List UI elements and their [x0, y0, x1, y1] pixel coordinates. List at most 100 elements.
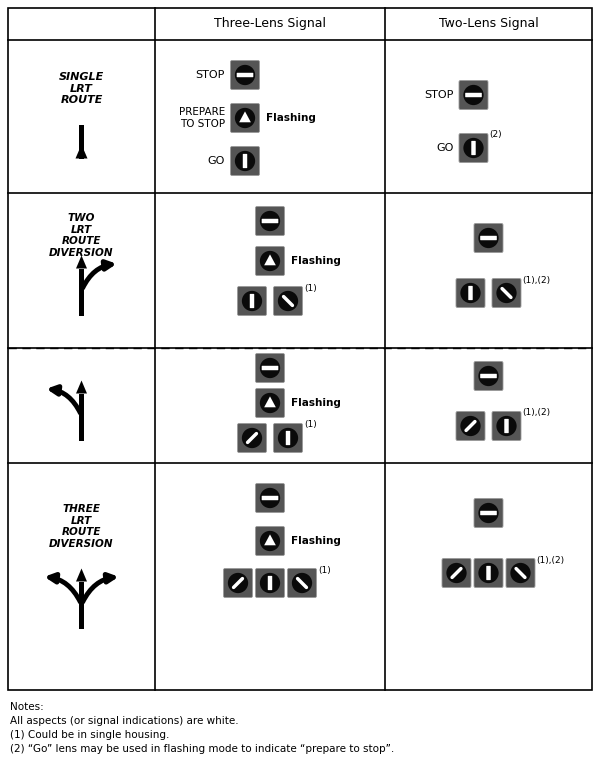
Polygon shape — [76, 145, 88, 158]
Circle shape — [278, 291, 298, 311]
FancyBboxPatch shape — [262, 496, 278, 500]
FancyBboxPatch shape — [256, 354, 284, 382]
Polygon shape — [76, 569, 87, 581]
Text: (1): (1) — [304, 284, 317, 292]
FancyBboxPatch shape — [459, 133, 488, 163]
FancyBboxPatch shape — [262, 366, 278, 370]
Circle shape — [496, 416, 517, 436]
FancyBboxPatch shape — [492, 412, 521, 441]
Circle shape — [260, 531, 280, 551]
FancyBboxPatch shape — [474, 362, 503, 391]
FancyBboxPatch shape — [492, 279, 521, 307]
Text: Flashing: Flashing — [266, 113, 316, 123]
Text: (2) “Go” lens may be used in flashing mode to indicate “prepare to stop”.: (2) “Go” lens may be used in flashing mo… — [10, 744, 394, 754]
FancyBboxPatch shape — [459, 80, 488, 110]
FancyBboxPatch shape — [274, 423, 302, 453]
FancyBboxPatch shape — [442, 559, 471, 587]
Polygon shape — [264, 254, 276, 265]
Circle shape — [478, 503, 499, 523]
FancyBboxPatch shape — [465, 93, 482, 97]
FancyBboxPatch shape — [256, 207, 284, 235]
Circle shape — [260, 251, 280, 271]
FancyBboxPatch shape — [480, 511, 497, 516]
FancyBboxPatch shape — [287, 569, 317, 597]
FancyBboxPatch shape — [506, 559, 535, 587]
Circle shape — [460, 283, 481, 303]
Text: (1) Could be in single housing.: (1) Could be in single housing. — [10, 730, 169, 740]
FancyBboxPatch shape — [474, 559, 503, 587]
Circle shape — [463, 138, 484, 158]
FancyBboxPatch shape — [268, 576, 272, 590]
Circle shape — [478, 366, 499, 386]
Text: Three-Lens Signal: Three-Lens Signal — [214, 17, 326, 30]
Circle shape — [235, 107, 255, 128]
Text: Flashing: Flashing — [291, 536, 341, 546]
Circle shape — [478, 228, 499, 248]
Circle shape — [260, 573, 280, 593]
Polygon shape — [76, 381, 87, 394]
FancyBboxPatch shape — [238, 286, 266, 316]
Bar — [79, 394, 84, 441]
FancyBboxPatch shape — [256, 484, 284, 512]
Text: (1),(2): (1),(2) — [536, 556, 565, 565]
Circle shape — [460, 416, 481, 436]
FancyBboxPatch shape — [230, 147, 260, 176]
Circle shape — [446, 563, 467, 583]
Bar — [79, 581, 84, 628]
FancyBboxPatch shape — [471, 141, 476, 155]
FancyBboxPatch shape — [256, 527, 284, 556]
FancyBboxPatch shape — [456, 279, 485, 307]
Bar — [79, 269, 84, 316]
Text: (1): (1) — [304, 420, 317, 429]
FancyBboxPatch shape — [486, 566, 491, 580]
Text: STOP: STOP — [424, 90, 454, 100]
FancyBboxPatch shape — [236, 73, 253, 77]
Circle shape — [228, 573, 248, 593]
Circle shape — [292, 573, 312, 593]
Polygon shape — [239, 111, 251, 123]
Circle shape — [260, 393, 280, 413]
Text: GO: GO — [436, 143, 454, 153]
FancyBboxPatch shape — [474, 499, 503, 528]
FancyBboxPatch shape — [238, 423, 266, 453]
Circle shape — [260, 211, 280, 231]
FancyBboxPatch shape — [256, 247, 284, 276]
Text: GO: GO — [208, 156, 225, 166]
FancyBboxPatch shape — [250, 294, 254, 308]
FancyBboxPatch shape — [286, 431, 290, 445]
Text: Flashing: Flashing — [291, 256, 341, 266]
FancyBboxPatch shape — [230, 104, 260, 132]
Text: Notes:: Notes: — [10, 702, 44, 712]
Text: All aspects (or signal indications) are white.: All aspects (or signal indications) are … — [10, 716, 239, 726]
Circle shape — [260, 488, 280, 508]
Text: SINGLE
LRT
ROUTE: SINGLE LRT ROUTE — [59, 72, 104, 105]
Circle shape — [235, 151, 255, 171]
Circle shape — [463, 85, 484, 105]
Circle shape — [242, 428, 262, 448]
FancyBboxPatch shape — [480, 235, 497, 240]
Circle shape — [260, 358, 280, 378]
FancyBboxPatch shape — [274, 286, 302, 316]
Text: PREPARE
TO STOP: PREPARE TO STOP — [179, 107, 225, 129]
Polygon shape — [264, 397, 276, 407]
Circle shape — [235, 65, 255, 85]
Polygon shape — [264, 534, 276, 545]
FancyBboxPatch shape — [256, 569, 284, 597]
FancyBboxPatch shape — [262, 219, 278, 223]
Text: Flashing: Flashing — [291, 398, 341, 408]
Circle shape — [278, 428, 298, 448]
Bar — [79, 124, 84, 158]
Text: THREE
LRT
ROUTE
DIVERSION: THREE LRT ROUTE DIVERSION — [49, 504, 114, 549]
FancyBboxPatch shape — [468, 286, 473, 300]
FancyBboxPatch shape — [243, 154, 247, 168]
Text: (1),(2): (1),(2) — [523, 276, 551, 285]
FancyBboxPatch shape — [474, 223, 503, 253]
Text: Two-Lens Signal: Two-Lens Signal — [439, 17, 538, 30]
FancyBboxPatch shape — [256, 388, 284, 418]
Circle shape — [242, 291, 262, 311]
FancyBboxPatch shape — [223, 569, 253, 597]
Circle shape — [496, 283, 517, 303]
FancyBboxPatch shape — [456, 412, 485, 441]
FancyBboxPatch shape — [480, 374, 497, 378]
Text: TWO
LRT
ROUTE
DIVERSION: TWO LRT ROUTE DIVERSION — [49, 213, 114, 258]
